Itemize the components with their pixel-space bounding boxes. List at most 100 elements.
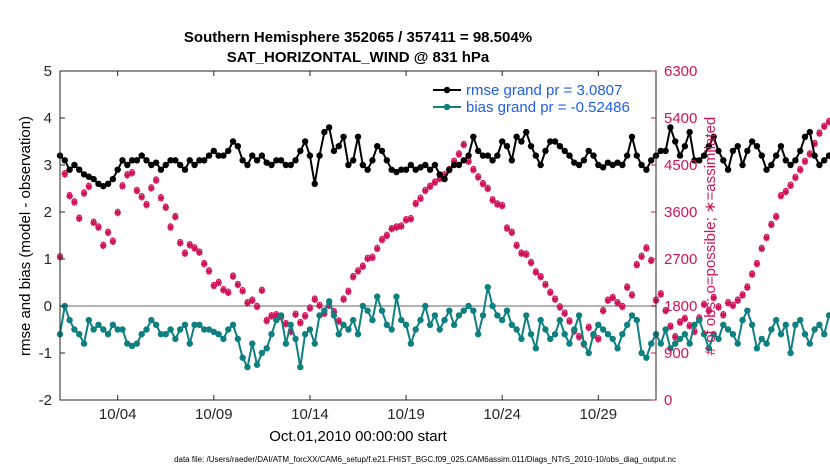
bias-point (460, 307, 467, 314)
obs-assimilated-marker (200, 261, 208, 268)
bias-point (782, 321, 789, 328)
obs-assimilated-stroke (470, 167, 477, 174)
obs-assimilated-stroke (283, 321, 289, 328)
bias-point (239, 354, 246, 361)
obs-assimilated-stroke (340, 296, 347, 303)
obs-assimilated-stroke (95, 224, 102, 231)
plot-frame (59, 70, 657, 401)
obs-assimilated-stroke (619, 304, 626, 310)
right-y-tick-label: 900 (664, 345, 689, 362)
left-y-tick-label: 5 (44, 63, 52, 80)
rmse-point (321, 128, 328, 136)
rmse-point (210, 147, 218, 155)
left-y-tick-label: -1 (39, 345, 52, 362)
obs-assimilated-marker (61, 171, 69, 178)
obs-assimilated-stroke (542, 282, 549, 288)
left-y-tick-label: 3 (44, 157, 52, 174)
bias-point (268, 331, 275, 338)
bias-point (220, 335, 227, 343)
obs-assimilated-stroke (677, 319, 683, 326)
bias-point (811, 326, 818, 333)
obs-assimilated-stroke (595, 336, 602, 343)
bias-point (398, 316, 405, 324)
rmse-point (85, 173, 93, 180)
rmse-point (292, 157, 299, 164)
obs-assimilated-stroke (350, 274, 356, 281)
obs-assimilated-marker (263, 317, 270, 325)
rmse-point (66, 166, 73, 173)
obs-assimilated-stroke (138, 194, 145, 201)
right-y-tick-label: 0 (664, 392, 672, 409)
obs-assimilated-marker (306, 305, 314, 312)
bias-point (335, 331, 342, 338)
obs-assimilated-marker (412, 200, 419, 208)
rmse-point (705, 143, 713, 150)
bias-point (359, 302, 367, 310)
rmse-point (417, 164, 424, 171)
obs-assimilated-stroke (292, 312, 299, 318)
obs-assimilated-marker (95, 224, 102, 231)
rmse-point (643, 166, 650, 173)
obs-assimilated-marker (628, 292, 636, 299)
obs-assimilated-stroke (114, 210, 121, 216)
rmse-point (772, 152, 780, 159)
obs-assimilated-stroke (509, 230, 515, 236)
bias-point (210, 328, 218, 336)
bias-point (436, 326, 443, 333)
obs-assimilated-marker (720, 312, 727, 319)
rmse-point (76, 166, 83, 173)
bias-point (90, 326, 97, 333)
right-y-axis-label: # of obs: o=possible; ∗=assimilated (702, 117, 719, 356)
bias-point (263, 345, 270, 352)
obs-assimilated-marker (532, 269, 540, 276)
rmse-point (249, 152, 256, 159)
bias-point (768, 326, 775, 333)
rmse-point (590, 152, 597, 159)
rmse-series-line (59, 126, 830, 188)
bias-point (825, 312, 830, 319)
rmse-point (542, 147, 549, 155)
bias-point (816, 321, 823, 328)
rmse-point (340, 133, 347, 140)
bias-point (484, 284, 491, 291)
rmse-point (532, 152, 540, 159)
obs-assimilated-stroke (239, 288, 246, 295)
bias-point (638, 349, 645, 357)
rmse-point (378, 147, 386, 155)
obs-assimilated-marker (138, 194, 145, 201)
bias-point (95, 321, 102, 328)
obs-assimilated-marker (162, 204, 169, 212)
obs-assimilated-stroke (302, 313, 308, 320)
legend-box (428, 76, 650, 120)
bias-point (763, 340, 770, 347)
obs-assimilated-marker (623, 284, 631, 291)
obs-assimilated-stroke (576, 334, 582, 341)
obs-assimilated-stroke (235, 282, 241, 288)
bias-point (383, 321, 391, 328)
rmse-point (388, 166, 395, 173)
bias-point (128, 342, 136, 350)
left-y-axis-label: rmse and bias (model - observation) (17, 116, 34, 356)
rmse-point (585, 147, 592, 155)
bias-point (691, 321, 698, 328)
rmse-point (758, 152, 765, 159)
obs-assimilated-marker (547, 289, 554, 297)
x-axis-label: Oct.01,2010 00:00:00 start (269, 428, 447, 445)
obs-assimilated-marker (109, 238, 117, 245)
obs-assimilated-stroke (307, 305, 313, 312)
bias-point (734, 340, 741, 347)
right-y-tick-label: 5400 (664, 110, 697, 127)
obs-assimilated-stroke (71, 199, 78, 206)
obs-assimilated-marker (176, 240, 184, 247)
rmse-point (523, 128, 530, 136)
obs-assimilated-marker (705, 308, 713, 315)
rmse-point (614, 159, 621, 166)
rmse-point (225, 147, 232, 155)
obs-assimilated-marker (763, 234, 770, 242)
rmse-point (104, 180, 112, 187)
rmse-point (143, 157, 150, 164)
bias-point (138, 331, 145, 338)
rmse-point (71, 161, 78, 169)
obs-assimilated-marker (489, 197, 496, 204)
